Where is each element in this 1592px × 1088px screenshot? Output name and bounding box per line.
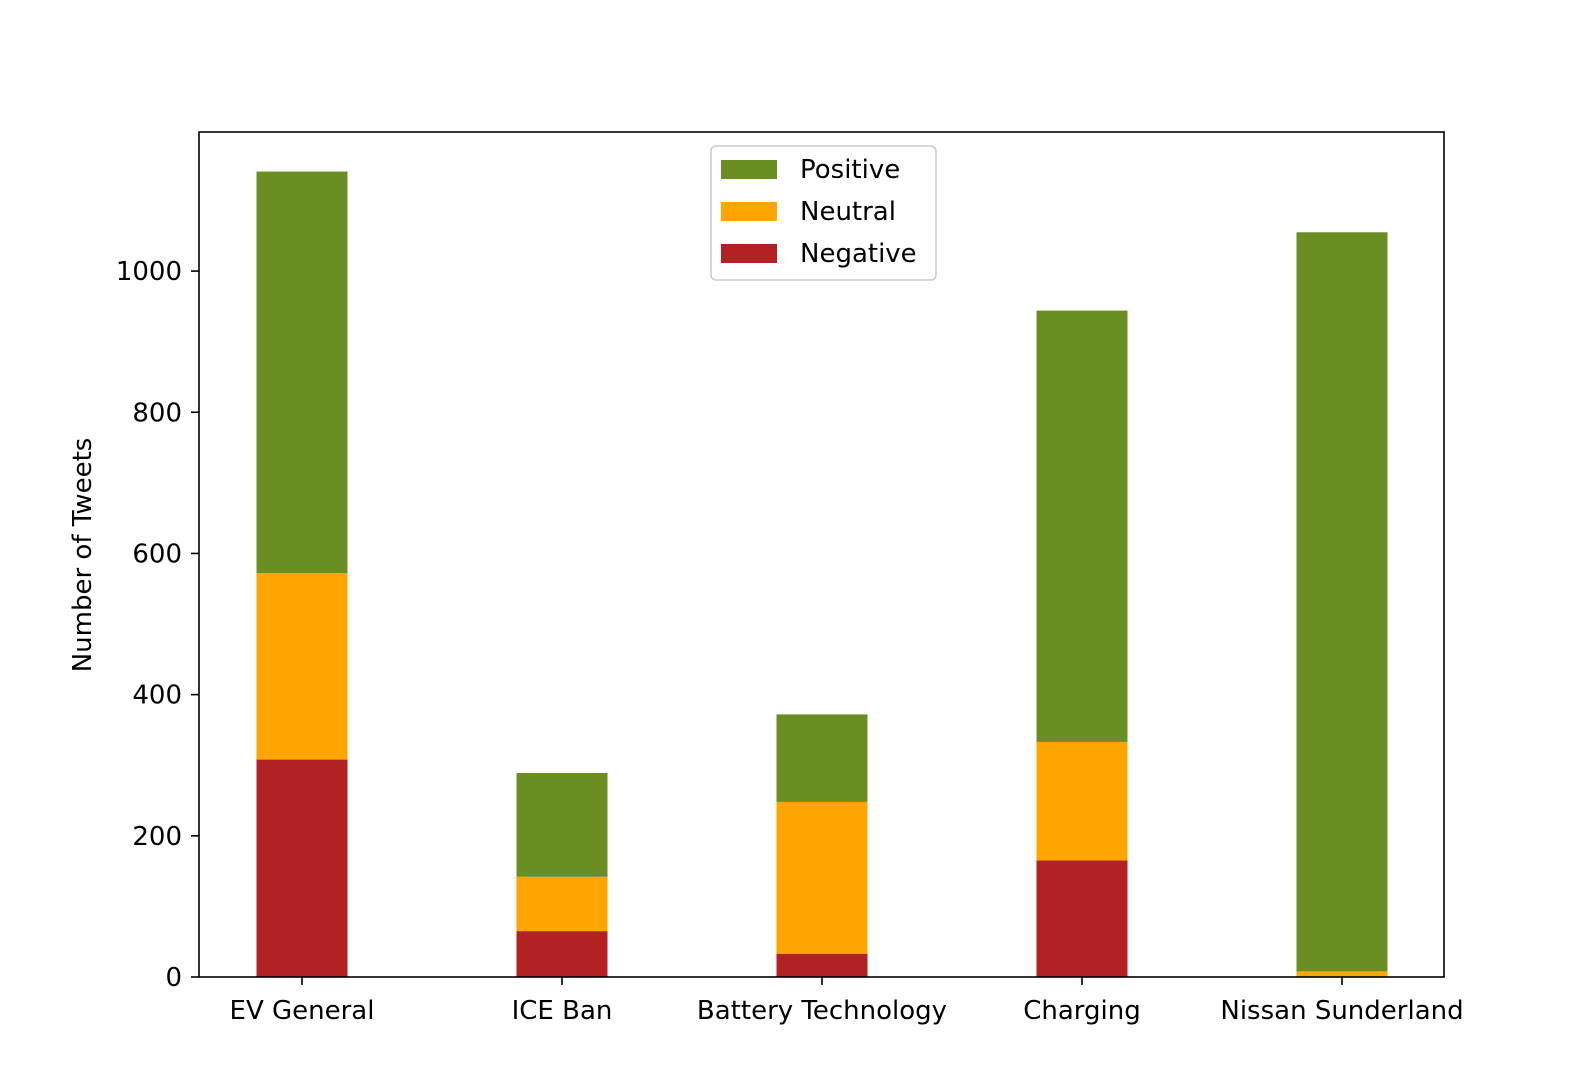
bar-neutral-battery-technology: [776, 801, 868, 954]
y-axis: 0 200 400 600 800 1000: [116, 257, 199, 993]
y-tick-label: 0: [165, 963, 182, 993]
x-tick-label: ICE Ban: [512, 996, 613, 1026]
bar-neutral-ev-general: [256, 573, 348, 760]
bar-negative-ev-general: [256, 759, 348, 977]
x-axis: EV General ICE Ban Battery Technology Charg…: [230, 977, 1464, 1026]
x-tick-label: Battery Technology: [697, 996, 947, 1026]
y-tick-label: 600: [132, 539, 182, 569]
bar-negative-battery-technology: [776, 953, 868, 977]
legend-label-positive: Positive: [800, 155, 900, 185]
bar-negative-ice-ban: [516, 931, 608, 977]
legend: Positive Neutral Negative: [710, 145, 937, 281]
legend-swatch-negative: [721, 244, 777, 263]
x-tick-label: Charging: [1023, 996, 1141, 1026]
x-tick-label: Nissan Sunderland: [1220, 996, 1463, 1026]
x-tick-label: EV General: [230, 996, 375, 1026]
y-tick-label: 200: [132, 822, 182, 852]
y-tick-label: 800: [132, 398, 182, 428]
bar-positive-battery-technology: [776, 714, 868, 802]
bar-negative-charging: [1036, 860, 1128, 977]
bar-positive-nissan-sunderland: [1296, 232, 1388, 972]
bar-positive-charging: [1036, 310, 1128, 742]
legend-label-negative: Negative: [800, 239, 917, 269]
bar-positive-ice-ban: [516, 772, 608, 877]
bars-layer: [256, 171, 1388, 977]
bar-neutral-ice-ban: [516, 876, 608, 932]
legend-label-neutral: Neutral: [800, 197, 896, 227]
bar-neutral-charging: [1036, 741, 1128, 861]
legend-swatch-positive: [721, 160, 777, 179]
y-tick-label: 400: [132, 681, 182, 711]
bar-neutral-nissan-sunderland: [1296, 971, 1388, 977]
y-tick-label: 1000: [116, 257, 182, 287]
bar-positive-ev-general: [256, 171, 348, 574]
legend-items: Positive Neutral Negative: [721, 155, 917, 269]
legend-swatch-neutral: [721, 202, 777, 221]
y-axis-title: Number of Tweets: [68, 438, 98, 673]
